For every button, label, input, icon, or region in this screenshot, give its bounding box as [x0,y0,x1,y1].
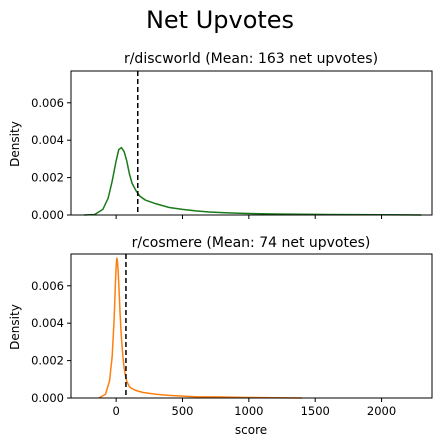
y-axis-discworld: 0.000 0.002 0.004 0.006 [31,96,71,222]
panel-title-cosmere: r/cosmere (Mean: 74 net upvotes) [132,235,371,251]
x-tick-label: 500 [172,404,194,418]
x-axis-discworld [115,215,383,219]
x-axis-cosmere: 0 500 1000 1500 2000 [112,398,396,418]
x-tick-label: 1500 [301,404,330,418]
panel-discworld: r/discworld (Mean: 163 net upvotes) Dens… [8,51,433,222]
y-tick-label: 0.000 [31,391,64,405]
ylabel-discworld: Density [8,121,22,167]
axes-frame-cosmere [70,253,433,399]
x-tick-label: 2000 [367,404,396,418]
y-tick-label: 0.004 [31,316,64,330]
y-tick-label: 0.002 [31,171,64,185]
y-tick-label: 0.000 [31,208,64,222]
y-tick-label: 0.006 [31,279,64,293]
y-tick-label: 0.004 [31,133,64,147]
x-tick-label: 0 [112,404,119,418]
y-tick-label: 0.002 [31,354,64,368]
panel-title-discworld: r/discworld (Mean: 163 net upvotes) [124,51,378,67]
density-curve-cosmere [98,257,302,399]
figure-title: Net Upvotes [146,6,294,34]
density-curve-discworld [84,146,422,216]
panel-cosmere: r/cosmere (Mean: 74 net upvotes) Density… [8,235,433,437]
y-axis-cosmere: 0.000 0.002 0.004 0.006 [31,279,71,405]
ylabel-cosmere: Density [8,304,22,350]
axes-frame-discworld [70,70,433,216]
x-tick-label: 1000 [234,404,263,418]
y-tick-label: 0.006 [31,96,64,110]
xlabel-cosmere: score [235,423,267,437]
